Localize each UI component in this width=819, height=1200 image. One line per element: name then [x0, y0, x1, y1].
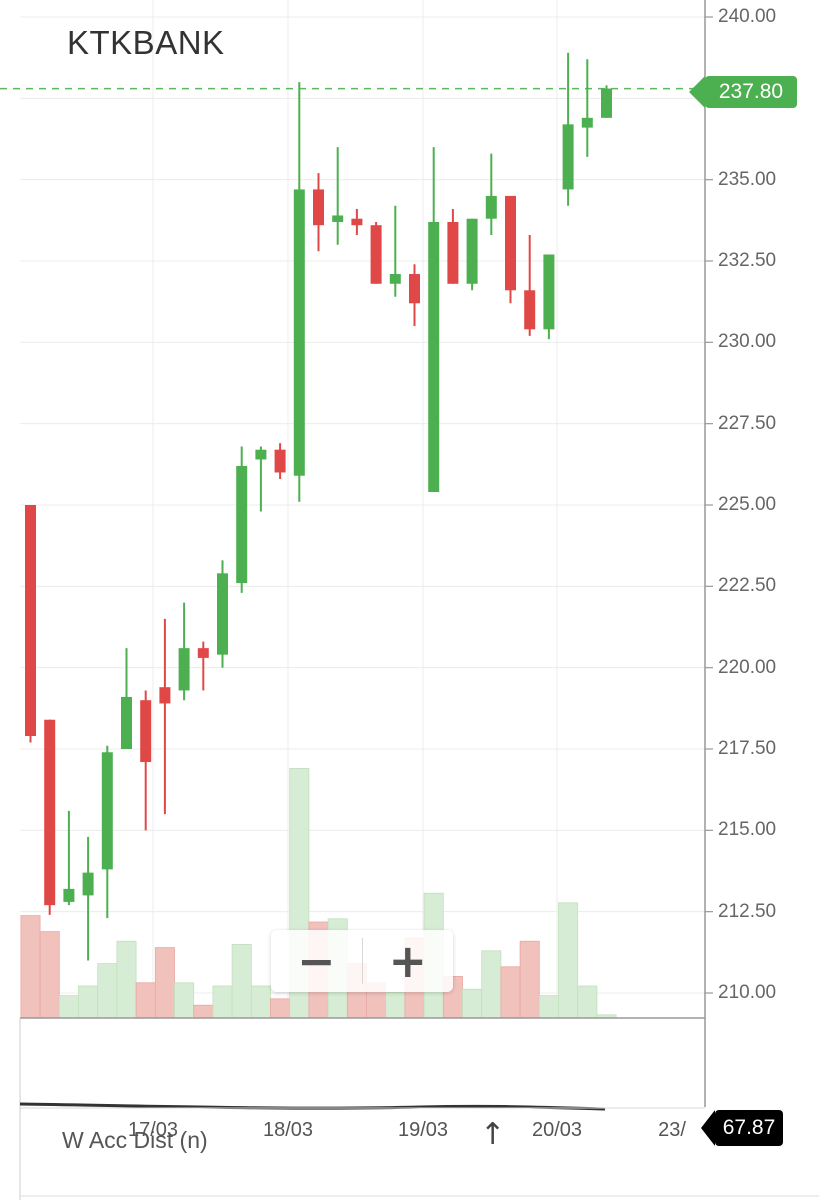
indicator-name: W Acc Dist (n) — [62, 1127, 208, 1153]
zoom-controls: − + — [271, 930, 453, 992]
candle-body — [236, 465, 248, 584]
volume-bar — [270, 998, 291, 1019]
volume-bar — [519, 940, 540, 1019]
candle-body — [217, 573, 228, 655]
x-tick-label: 18/03 — [262, 1119, 314, 1141]
candle-body — [370, 225, 382, 284]
candle-body — [466, 218, 478, 284]
y-tick-label: 230.00 — [718, 331, 777, 353]
volume-bar — [39, 931, 60, 1019]
candle-body — [562, 124, 574, 190]
x-tick-label: 17/03 — [127, 1119, 179, 1141]
y-tick-label: 222.50 — [718, 575, 777, 597]
volume-bar — [193, 1004, 214, 1019]
volume-bar — [577, 985, 598, 1019]
candle-body — [140, 700, 152, 763]
volume-bar — [97, 963, 118, 1019]
y-tick-label: 225.00 — [718, 494, 777, 515]
candle-body — [543, 254, 555, 330]
y-tick-label: 235.00 — [718, 168, 777, 190]
volume-bar — [116, 940, 137, 1019]
candle-body — [447, 221, 459, 284]
volume-bar — [558, 902, 579, 1019]
volume-bar — [20, 915, 41, 1019]
volume-bar — [78, 985, 99, 1019]
candle-body — [25, 505, 36, 736]
y-tick-label: 227.50 — [718, 412, 777, 434]
candle-body — [524, 290, 536, 330]
volume-bar — [135, 982, 156, 1019]
volume-bar — [500, 966, 521, 1019]
y-tick-label: 217.50 — [718, 738, 777, 759]
candle-body — [389, 274, 401, 284]
candle-body — [159, 687, 171, 704]
candle-body — [274, 449, 286, 473]
candle-body — [581, 117, 593, 128]
volume-bar — [212, 985, 233, 1019]
y-tick-label: 232.50 — [718, 250, 777, 271]
ticker-symbol: KTKBANK — [67, 24, 225, 61]
candle-body — [101, 752, 113, 870]
volume-bar — [58, 995, 79, 1019]
candle-body — [178, 648, 190, 691]
y-tick-label: 220.00 — [718, 656, 777, 678]
candle-body — [485, 195, 497, 219]
candle-body — [409, 274, 420, 304]
candle-body — [505, 195, 516, 291]
x-tick-label: 20/03 — [531, 1119, 583, 1141]
volume-bar — [231, 944, 252, 1019]
candle-body — [63, 888, 75, 902]
zoom-out-button[interactable]: − — [296, 934, 336, 988]
candle-body — [255, 449, 267, 460]
zoom-separator — [361, 938, 363, 984]
candle-body — [428, 221, 440, 492]
volume-bar — [154, 947, 175, 1019]
volume-bar — [385, 992, 406, 1019]
volume-bar — [462, 988, 483, 1019]
y-tick-label: 210.00 — [718, 982, 777, 1003]
volume-bar — [481, 950, 502, 1019]
volume-bar — [174, 982, 195, 1019]
candle-body — [313, 189, 324, 226]
x-tick-label: 23/ — [658, 1119, 686, 1141]
y-tick-label: 215.00 — [718, 819, 777, 841]
volume-bar — [538, 995, 559, 1019]
candle-body — [121, 696, 132, 749]
zoom-in-button[interactable]: + — [388, 934, 428, 988]
candle-body — [351, 218, 363, 226]
volume-bar — [250, 985, 271, 1019]
x-tick-label: 19/03 — [397, 1119, 449, 1141]
candle-body — [293, 189, 305, 476]
last-price-label: 237.80 — [689, 76, 797, 108]
candle-body — [82, 872, 94, 896]
candle-body — [197, 648, 209, 658]
up-arrow-icon[interactable]: ↑ — [480, 1117, 506, 1152]
y-tick-label: 212.50 — [718, 900, 777, 922]
candle-body — [332, 215, 344, 222]
indicator-value-label: 67.87 — [701, 1110, 783, 1146]
candle-body — [44, 719, 56, 906]
y-tick-label: 240.00 — [718, 6, 777, 27]
candle-body — [601, 88, 612, 118]
